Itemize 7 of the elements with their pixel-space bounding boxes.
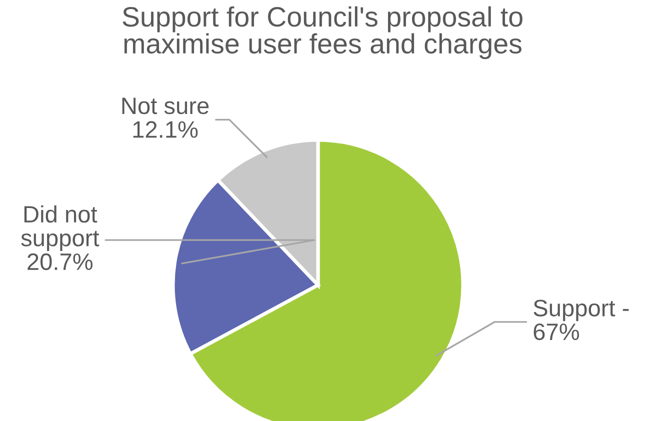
chart-title: Support for Council's proposal to maximise user fees and charges <box>122 6 522 60</box>
data-label: 12.1% <box>133 121 198 138</box>
data-label: 67% <box>534 323 580 340</box>
slice-label: Support - <box>534 300 629 322</box>
slice-label: Not sure <box>122 98 209 114</box>
data-label: 20.7% <box>28 253 93 270</box>
slice-label: Did not support <box>21 205 100 252</box>
